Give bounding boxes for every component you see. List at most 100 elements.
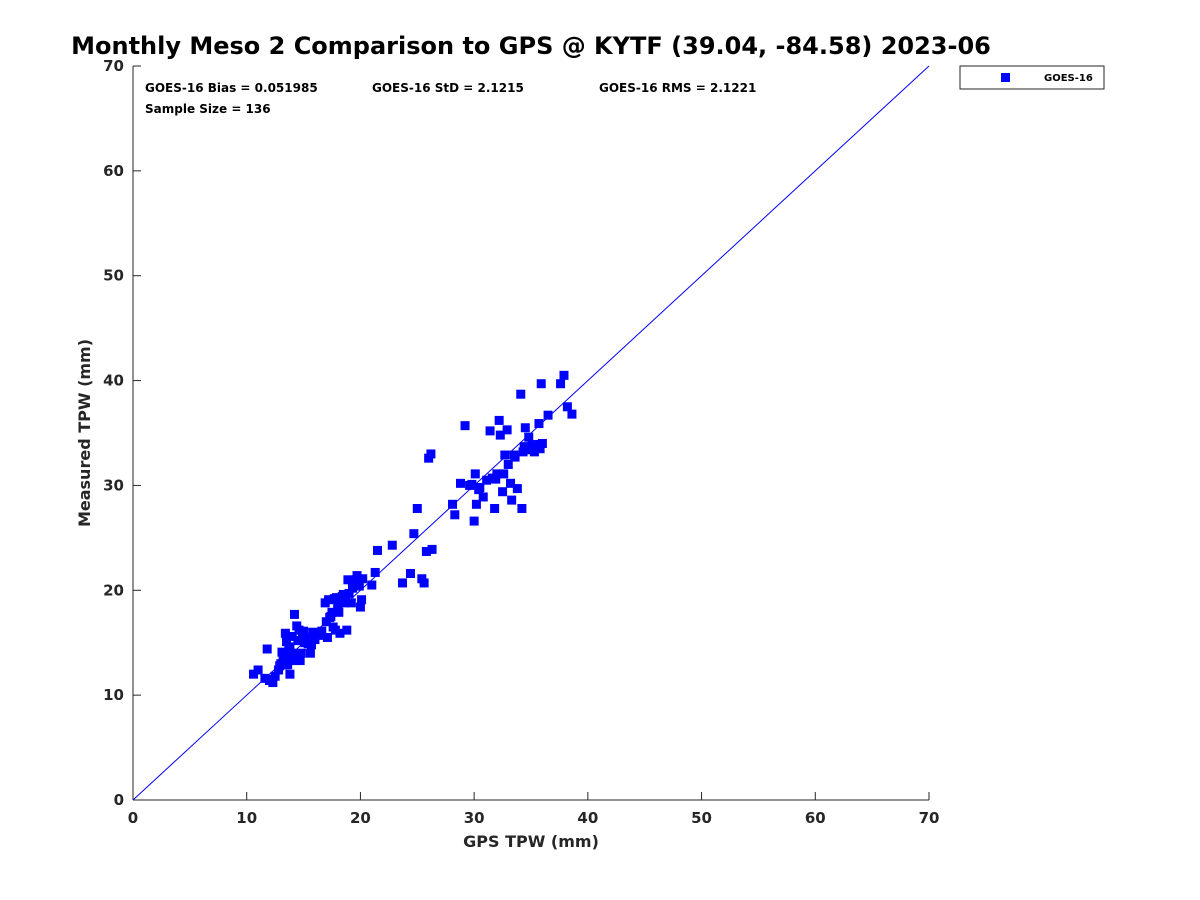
data-point-0-119	[311, 628, 321, 638]
data-point-0-56	[355, 602, 365, 612]
data-point-0-11	[280, 628, 290, 638]
data-point-0-104	[524, 432, 534, 442]
data-point-0-125	[354, 581, 364, 591]
data-point-0-76	[460, 421, 470, 431]
data-point-0-27	[302, 632, 312, 642]
x-tick-label-5: 50	[691, 809, 712, 827]
x-axis-label: GPS TPW (mm)	[463, 832, 599, 851]
data-point-0-1	[253, 665, 263, 675]
data-point-0-133	[509, 450, 519, 460]
data-point-0-108	[535, 444, 545, 454]
data-point-0-58	[358, 574, 368, 584]
data-point-0-84	[485, 426, 495, 436]
data-point-0-122	[292, 656, 302, 666]
y-tick-label-6: 60	[103, 162, 124, 180]
data-point-0-64	[405, 569, 415, 579]
data-point-0-86	[490, 503, 500, 513]
data-point-0-68	[419, 578, 429, 588]
data-point-0-111	[543, 410, 553, 420]
data-point-0-131	[285, 642, 295, 652]
data-point-0-93	[502, 425, 512, 435]
data-point-0-2	[260, 673, 270, 683]
data-point-0-82	[478, 492, 488, 502]
data-point-0-66	[412, 503, 422, 513]
data-point-0-39	[327, 607, 337, 617]
data-point-0-72	[427, 544, 437, 554]
data-point-0-78	[469, 516, 479, 526]
legend-label-goes16: GOES-16	[1044, 73, 1093, 84]
x-tick-label-3: 30	[464, 809, 485, 827]
data-point-0-110	[537, 438, 547, 448]
data-point-0-28	[305, 648, 315, 658]
data-point-0-136	[521, 445, 531, 455]
y-axis-label: Measured TPW (mm)	[75, 339, 94, 527]
y-tick-label-0: 0	[114, 791, 124, 809]
data-point-0-94	[503, 459, 513, 469]
data-point-0-31	[310, 635, 320, 645]
data-point-0-113	[559, 370, 569, 380]
data-point-0-53	[347, 583, 357, 593]
data-point-0-109	[536, 379, 546, 389]
data-point-0-49	[342, 625, 352, 635]
data-point-0-117	[288, 648, 298, 658]
data-point-0-98	[512, 484, 522, 494]
data-point-0-74	[450, 510, 460, 520]
data-point-0-89	[495, 430, 505, 440]
data-point-0-41	[330, 625, 340, 635]
data-point-0-45	[335, 628, 345, 638]
bias-stat: GOES-16 Bias = 0.051985	[145, 81, 318, 95]
data-point-0-123	[325, 613, 335, 623]
data-point-0-79	[470, 469, 480, 479]
data-point-0-59	[367, 580, 377, 590]
y-tick-label-7: 70	[103, 57, 124, 75]
data-point-0-132	[491, 474, 501, 484]
y-tick-label-5: 50	[103, 267, 124, 285]
data-point-0-120	[275, 661, 285, 671]
x-tick-label-7: 70	[919, 809, 940, 827]
x-tick-label-6: 60	[805, 809, 826, 827]
data-point-0-137	[527, 441, 537, 451]
data-point-0-124	[341, 597, 351, 607]
data-point-0-128	[329, 594, 339, 604]
data-point-0-100	[517, 503, 527, 513]
data-point-0-90	[498, 487, 508, 497]
data-point-0-88	[494, 415, 504, 425]
data-point-0-91	[499, 469, 509, 479]
data-point-0-80	[471, 499, 481, 509]
data-point-0-95	[506, 478, 516, 488]
data-point-0-134	[474, 485, 484, 495]
data-point-0-51	[344, 588, 354, 598]
data-point-0-57	[357, 595, 367, 605]
data-point-0-71	[426, 449, 436, 459]
legend: GOES-16	[959, 65, 1105, 90]
data-point-0-107	[534, 419, 544, 429]
data-point-0-96	[507, 495, 517, 505]
data-point-0-135	[467, 479, 477, 489]
data-point-0-103	[520, 423, 530, 433]
data-point-0-65	[409, 529, 419, 539]
y-tick-label-3: 30	[103, 476, 124, 494]
data-point-0-44	[334, 607, 344, 617]
data-point-0-121	[283, 660, 293, 670]
data-point-0-62	[387, 540, 397, 550]
data-point-0-0	[249, 669, 259, 679]
data-point-0-55	[352, 571, 362, 581]
std-stat: GOES-16 StD = 2.1215	[372, 81, 524, 95]
data-point-0-36	[322, 632, 332, 642]
data-point-0-99	[516, 389, 526, 399]
data-point-0-69	[421, 546, 431, 556]
data-point-0-130	[267, 674, 277, 684]
data-point-0-75	[455, 478, 465, 488]
data-point-0-87	[492, 469, 502, 479]
rms-stat: GOES-16 RMS = 2.1221	[599, 81, 756, 95]
legend-marker-goes16	[1001, 73, 1010, 82]
data-point-0-92	[500, 450, 510, 460]
data-point-0-43	[333, 601, 343, 611]
data-point-0-129	[338, 589, 348, 599]
x-tick-label-4: 40	[577, 809, 598, 827]
data-point-0-26	[299, 626, 309, 636]
data-point-0-126	[317, 626, 327, 636]
data-point-0-105	[529, 447, 539, 457]
